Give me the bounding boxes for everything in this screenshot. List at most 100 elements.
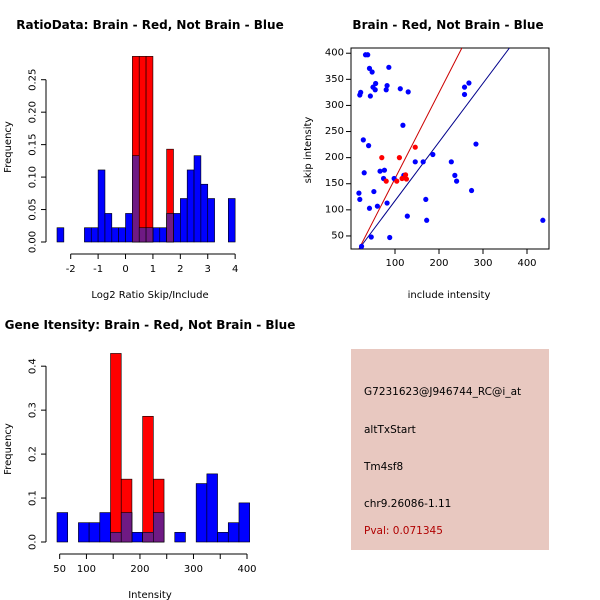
scatter-blue-point-7 xyxy=(366,65,373,71)
ratio-y-tick-label-0: 0.00 xyxy=(28,231,39,253)
gene-blue-bar-3 xyxy=(99,512,111,543)
scatter-blue-point-21 xyxy=(404,213,410,219)
ratio-red-bar-1 xyxy=(138,56,147,243)
scatter-blue-point-25 xyxy=(377,168,383,174)
ratio-x-tick-label-3: 1 xyxy=(150,264,156,275)
scatter-xlabel: include intensity xyxy=(408,290,491,301)
ratio-x-tick-label-5: 3 xyxy=(205,264,211,275)
ratio-overlap-bar-3 xyxy=(166,213,174,243)
scatter-blue-point-22 xyxy=(384,200,390,206)
scatter-blue-point-27 xyxy=(374,203,380,209)
scatter-blue-point-29 xyxy=(361,170,367,176)
scatter-blue-point-2 xyxy=(356,190,362,196)
gene-blue-bar-11 xyxy=(206,473,218,543)
scatter-blue-point-32 xyxy=(368,234,374,240)
scatter-blue-point-15 xyxy=(384,82,390,89)
ratio-x-tick-label-6: 4 xyxy=(232,264,238,275)
gene-blue-bar-0 xyxy=(56,512,69,543)
ratio-x-tick-label-0: -2 xyxy=(66,264,76,275)
scatter-y-tick-label-3: 200 xyxy=(325,152,344,163)
gene-y-tick-label-4: 0.4 xyxy=(28,358,39,374)
gene-y-tick-label-1: 0.1 xyxy=(28,490,39,506)
gene-blue-bar-9 xyxy=(174,532,186,543)
scatter-red-point-6 xyxy=(399,175,405,182)
ratio-histogram-xlabel: Log2 Ratio Skip/Include xyxy=(91,290,208,301)
ratio-blue-bar-19 xyxy=(207,198,215,243)
gene-x-tick-label-7: 400 xyxy=(237,564,256,575)
gene-red-bar-2 xyxy=(142,415,154,543)
ratio-x-tick-label-4: 2 xyxy=(177,264,183,275)
gene-blue-bar-1 xyxy=(78,522,90,543)
gene-blue-bar-2 xyxy=(88,522,101,543)
gene-histogram-x-axis: 50 100 200 300 400 xyxy=(53,553,257,575)
scatter-blue-point-1 xyxy=(358,89,364,95)
scatter-blue-point-11 xyxy=(367,93,373,99)
gene-histogram-y-axis: 0.0 0.1 0.2 0.3 0.4 xyxy=(28,358,47,550)
scatter-y-tick-label-5: 300 xyxy=(325,100,344,111)
scatter-x-axis: 100 200 300 400 xyxy=(385,249,537,269)
gene-name: Tm4sf8 xyxy=(364,461,404,473)
gene-histogram-bars xyxy=(56,353,250,543)
scatter-y-tick-label-4: 250 xyxy=(325,126,344,137)
gene-overlap-bar-3 xyxy=(153,512,165,543)
genomic-location: chr9.26086-1.11 xyxy=(364,498,452,510)
event-type: altTxStart xyxy=(364,424,416,436)
gene-y-tick-label-0: 0.0 xyxy=(28,534,39,550)
ratio-blue-bar-2 xyxy=(90,227,99,243)
scatter-x-tick-label-0: 100 xyxy=(385,258,404,269)
ratio-blue-bar-17 xyxy=(193,155,202,243)
scatter-blue-point-10 xyxy=(373,80,379,87)
scatter-blue-point-37 xyxy=(424,217,430,223)
scatter-y-tick-label-1: 100 xyxy=(325,204,344,215)
scatter-blue-point-36 xyxy=(423,196,429,203)
scatter-blue-point-46 xyxy=(473,141,479,147)
ratio-blue-bar-14 xyxy=(173,213,181,243)
ratio-blue-bar-18 xyxy=(200,183,209,243)
intensity-scatter-panel: Brain - Red, Not Brain - Blue include in… xyxy=(303,18,550,301)
scatter-y-tick-label-0: 50 xyxy=(331,230,344,241)
gene-histogram-xlabel: Intensity xyxy=(128,590,172,600)
ratio-blue-bar-1 xyxy=(84,227,92,243)
scatter-blue-point-34 xyxy=(371,188,377,195)
ratio-y-tick-label-4: 0.20 xyxy=(28,101,39,123)
ratio-x-tick-label-1: -1 xyxy=(93,264,103,275)
ratio-blue-bar-0 xyxy=(56,227,65,243)
ratio-histogram-x-axis: -2 -1 0 1 2 3 4 xyxy=(66,253,238,275)
scatter-blue-point-39 xyxy=(448,159,454,165)
scatter-blue-point-31 xyxy=(387,234,393,241)
scatter-x-tick-label-3: 400 xyxy=(517,258,536,269)
gene-overlap-bar-0 xyxy=(110,532,122,543)
gene-overlap-bar-2 xyxy=(142,532,154,543)
ratio-blue-bar-11 xyxy=(152,227,161,243)
scatter-blue-point-8 xyxy=(369,69,375,75)
ratio-overlap-bar-2 xyxy=(145,227,154,243)
scatter-red-point-2 xyxy=(383,178,389,184)
ratio-blue-bar-7 xyxy=(125,213,133,243)
scatter-blue-point-16 xyxy=(397,86,403,92)
scatter-red-point-5 xyxy=(403,176,410,182)
gene-blue-bar-12 xyxy=(217,532,229,543)
scatter-blue-point-44 xyxy=(461,91,468,98)
ratio-histogram-y-axis: 0.00 0.05 0.10 0.15 0.20 0.25 xyxy=(28,69,47,253)
scatter-y-tick-label-2: 150 xyxy=(325,178,344,189)
ratio-overlap-bar-0 xyxy=(132,155,140,243)
ratio-blue-bar-4 xyxy=(104,213,113,243)
scatter-blue-point-17 xyxy=(400,122,406,128)
gene-x-tick-label-1: 100 xyxy=(77,564,96,575)
scatter-blue-point-42 xyxy=(461,84,468,90)
gene-blue-bar-10 xyxy=(195,483,208,543)
scatter-points xyxy=(356,52,546,249)
gene-x-tick-label-3: 200 xyxy=(130,564,149,575)
gene-blue-bar-6 xyxy=(131,532,143,543)
scatter-blue-point-38 xyxy=(420,159,426,165)
scatter-x-tick-label-1: 200 xyxy=(429,258,448,269)
scatter-blue-point-19 xyxy=(412,159,418,165)
scatter-blue-point-33 xyxy=(358,243,365,249)
ratio-histogram-panel: RatioData: Brain - Red, Not Brain - Blue… xyxy=(3,18,284,301)
ratio-blue-bar-15 xyxy=(180,198,188,243)
scatter-blue-point-35 xyxy=(430,151,436,158)
scatter-blue-point-26 xyxy=(366,205,373,211)
scatter-blue-point-45 xyxy=(468,187,475,194)
scatter-blue-point-14 xyxy=(386,64,392,70)
